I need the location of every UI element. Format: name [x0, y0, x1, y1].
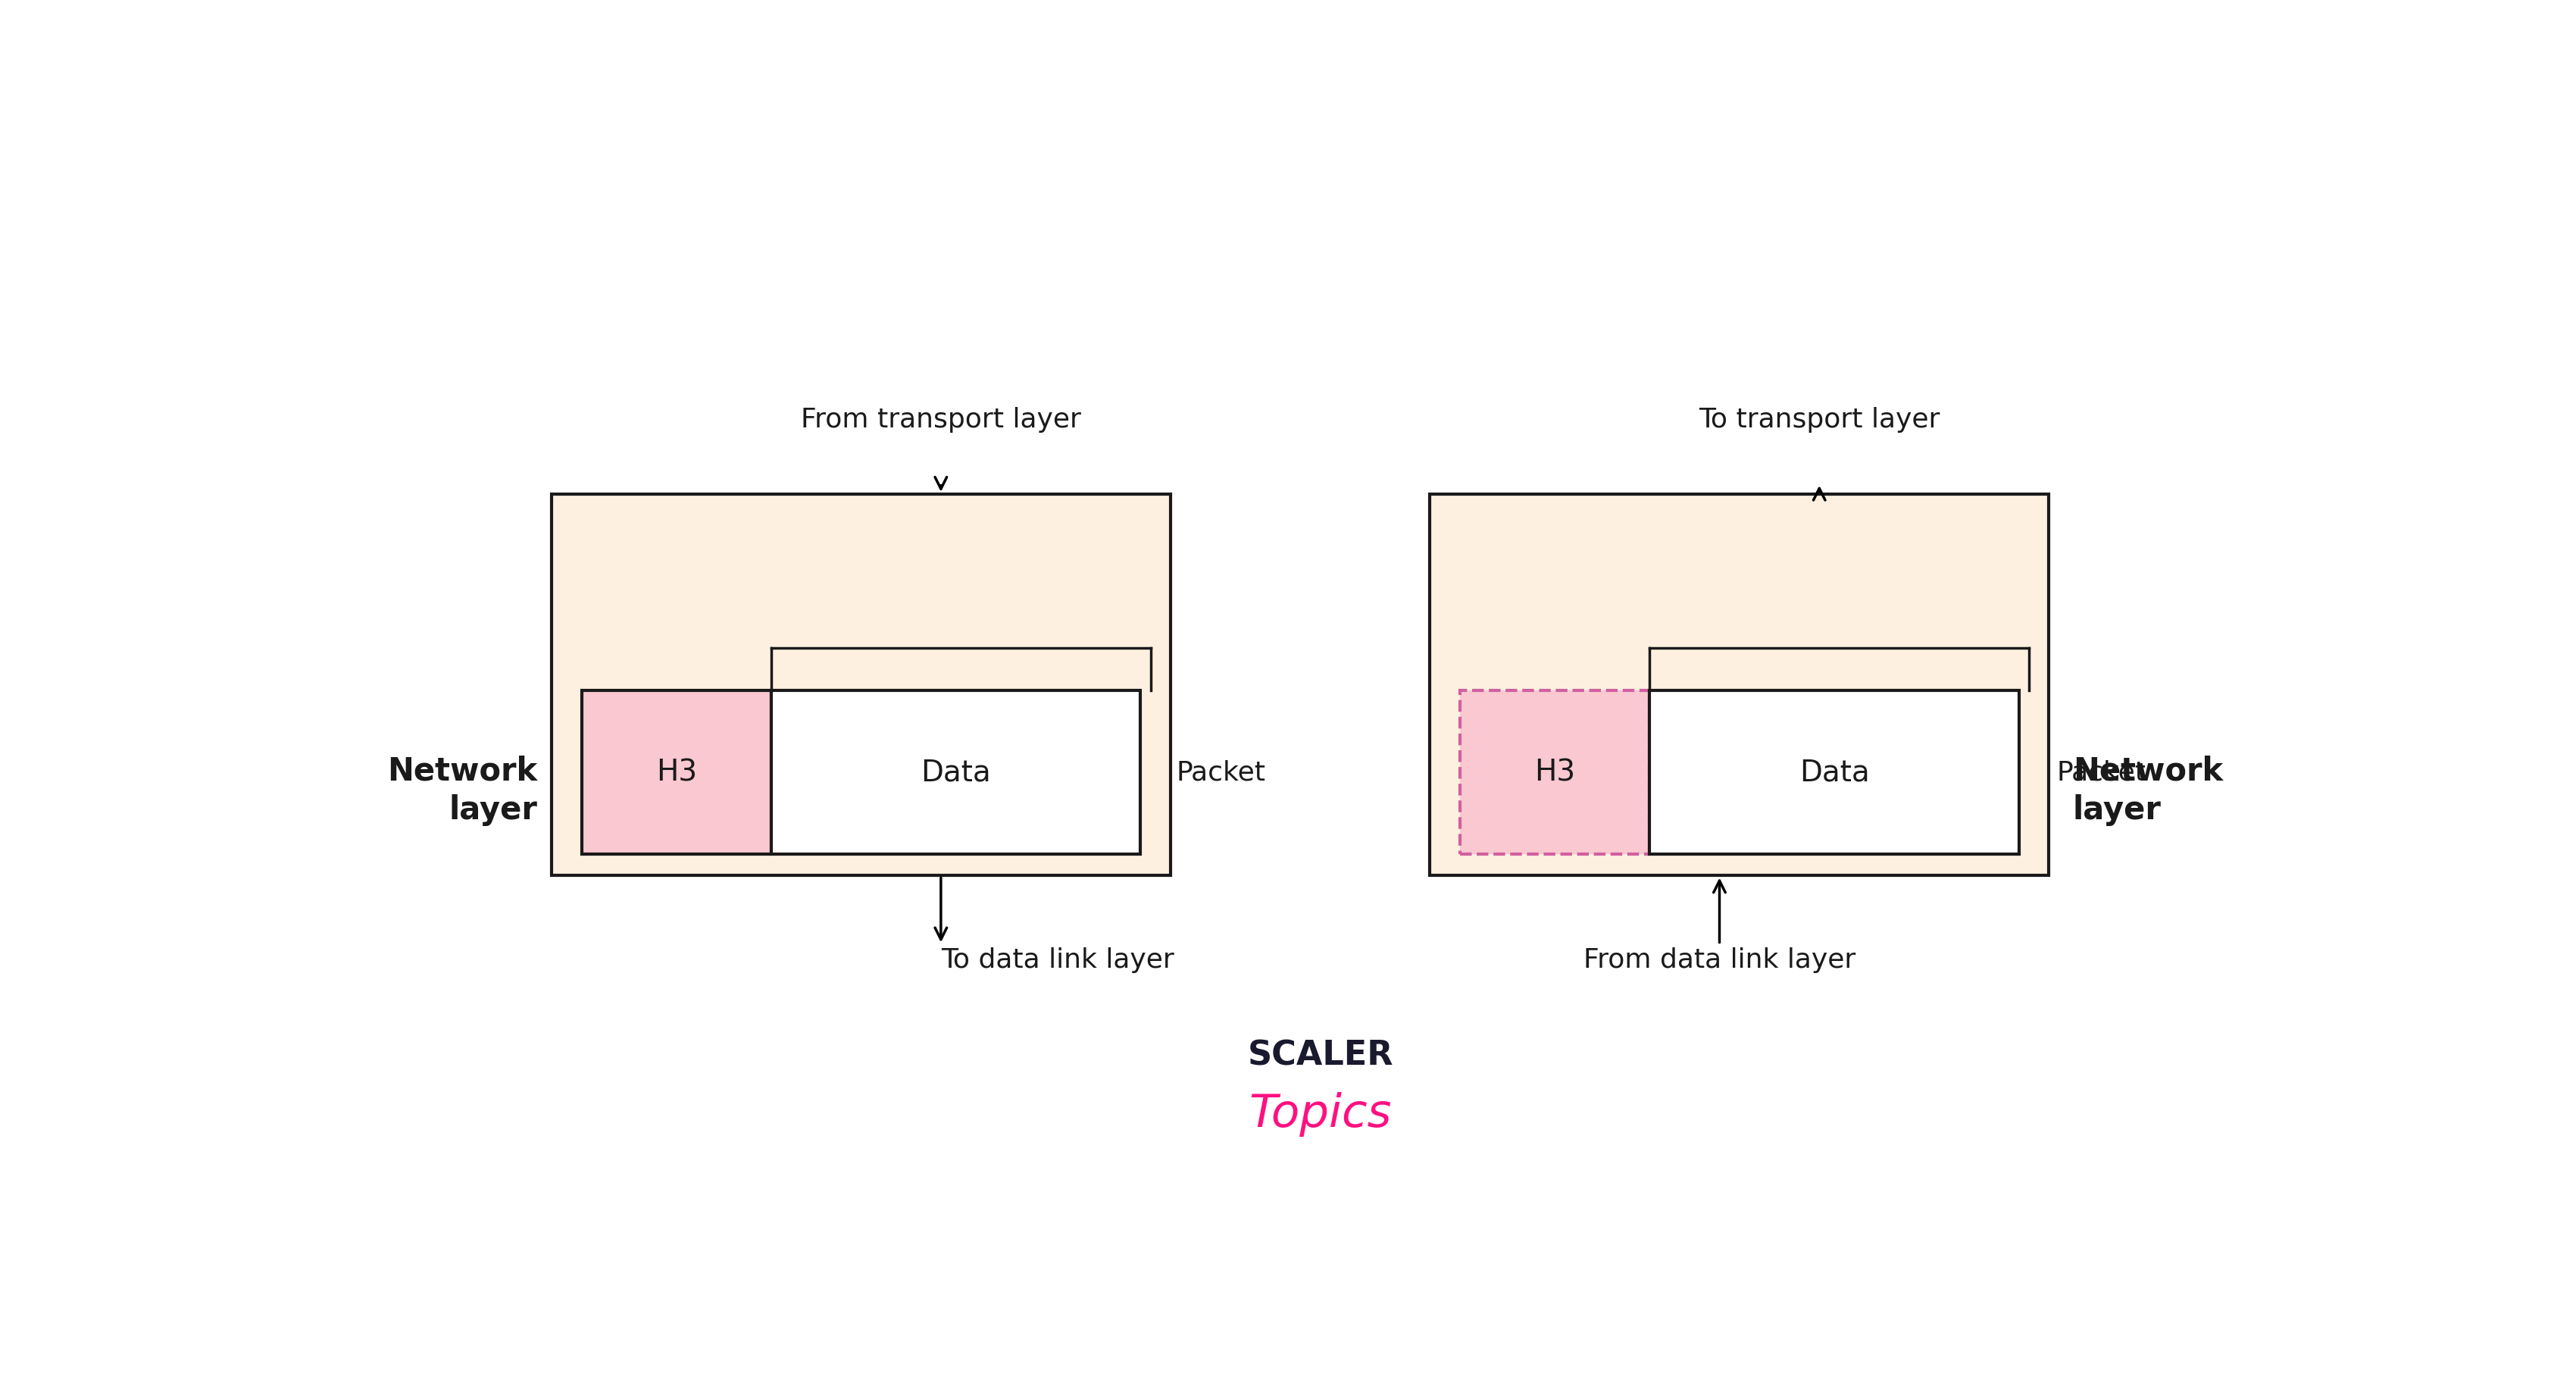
Bar [1649, 690, 2020, 854]
Bar [1430, 494, 2048, 876]
Text: Packet: Packet [1177, 760, 1265, 786]
Bar [770, 690, 1141, 854]
Text: H3: H3 [657, 757, 698, 786]
Text: Network
layer: Network layer [386, 755, 538, 826]
Text: From transport layer: From transport layer [801, 406, 1082, 432]
Text: To transport layer: To transport layer [1698, 406, 1940, 432]
Text: Data: Data [920, 757, 992, 786]
Text: Topics: Topics [1249, 1092, 1391, 1136]
Text: Data: Data [1798, 757, 1870, 786]
Text: Network
layer: Network layer [2074, 755, 2223, 826]
Bar [1461, 690, 1649, 854]
Text: H3: H3 [1535, 757, 1577, 786]
Bar [582, 690, 770, 854]
Text: SCALER: SCALER [1247, 1040, 1394, 1073]
Text: From data link layer: From data link layer [1584, 947, 1855, 974]
Bar [551, 494, 1170, 876]
Text: Packet: Packet [2056, 760, 2146, 786]
Text: To data link layer: To data link layer [940, 947, 1175, 974]
